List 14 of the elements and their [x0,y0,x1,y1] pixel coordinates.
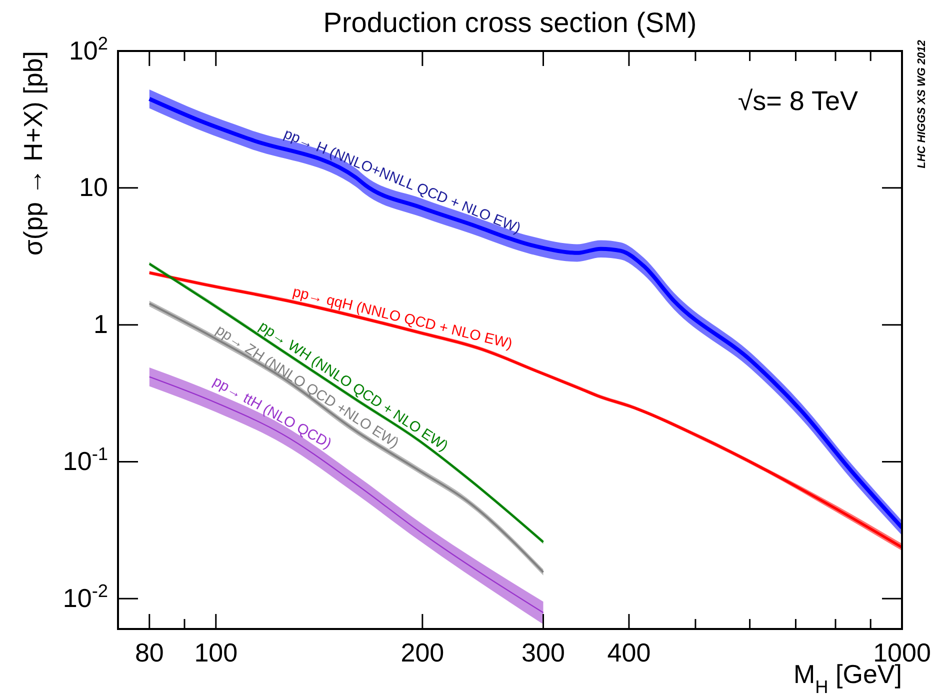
chart-title: Production cross section (SM) [323,7,697,38]
x-tick-label: 300 [522,637,565,668]
y-tick-label: 1 [94,309,108,340]
x-tick-label: 80 [134,637,164,668]
x-tick-label: 100 [194,637,238,668]
annotation: √s= 8 TeV [738,86,858,116]
y-tick-label: 10$^{2}$ [68,33,108,66]
y-tick-label: 10$^{-2}$ [62,580,108,613]
y-tick-label: 10 [79,172,108,202]
x-tick-label: 200 [400,637,444,668]
text: LHC HIGGS XS WG 2012 [916,40,928,168]
y-axis-title: σ(pp → H+X) [pb] [18,51,48,256]
x-tick-label: 400 [607,637,651,668]
y-tick-label: 10$^{-1}$ [62,444,108,476]
